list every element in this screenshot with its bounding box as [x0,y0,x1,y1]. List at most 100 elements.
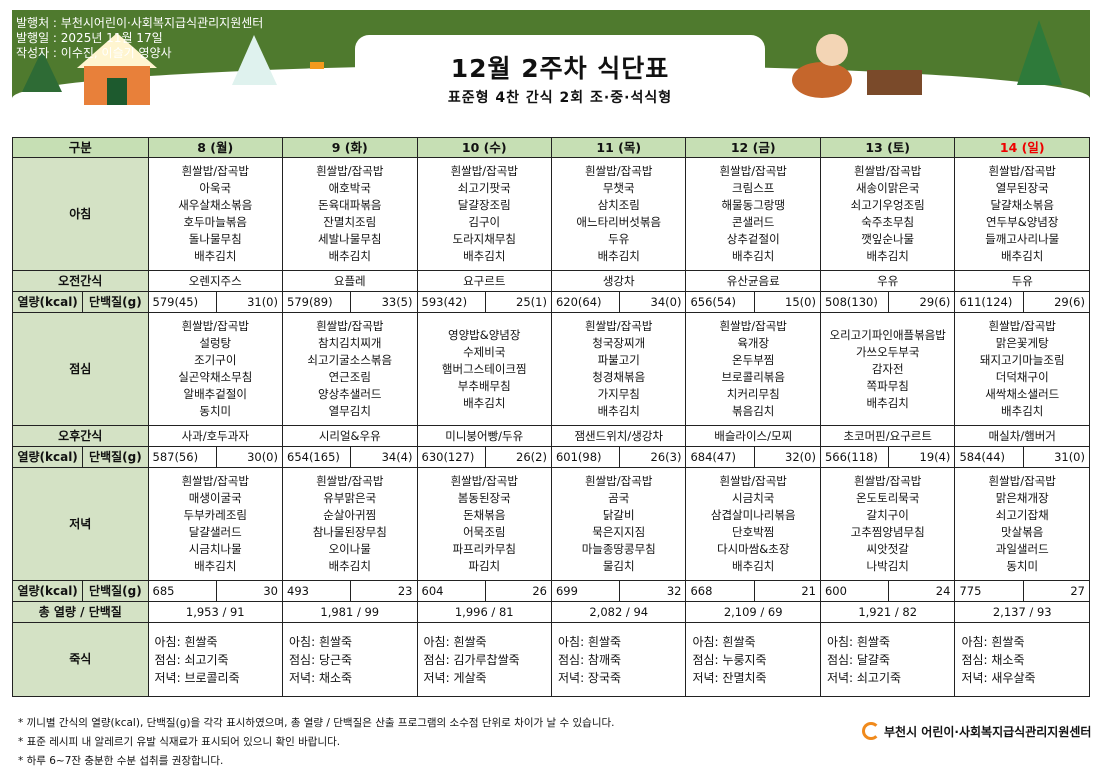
total-value: 2,082 / 94 [550,601,687,623]
lunch-row: 점심 흰쌀밥/잡곡밥 설렁탕 조기구이 실곤약채소무침 알배추겉절이 동치미 흰쌀밥… [12,312,1090,426]
pm-snack-value: 배슬라이스/모찌 [685,425,821,447]
lunch-menu: 오리고기파인애플볶음밥 가쓰오두부국 감자전 쪽파무침 배추김치 [819,312,956,426]
kcal-value: 654(165) [281,446,352,468]
am-snack-value: 오렌지주스 [147,270,283,292]
dinner-row: 저녁 흰쌀밥/잡곡밥 매생이굴국 두부카레조림 달걀샐러드 시금치나물 배추김치 흰… [12,467,1090,581]
breakfast-menu: 흰쌀밥/잡곡밥 크림스프 해물동그랑땡 콘샐러드 상추겉절이 배추김치 [685,157,821,271]
protein-value: 34(4) [350,446,418,468]
dinner-label: 저녁 [12,467,149,581]
pm-snack-value: 사과/호두과자 [147,425,283,447]
total-row: 총 열량 / 단백질 1,953 / 91 1,981 / 99 1,996 / 81… [12,601,1090,623]
am-snack-value: 생강차 [550,270,687,292]
header-row: 구분 8 (월) 9 (화) 10 (수) 11 (목) 12 (금) 13 (토) 14 (… [12,137,1090,158]
protein-value: 30 [215,580,284,602]
lunch-menu: 흰쌀밥/잡곡밥 설렁탕 조기구이 실곤약채소무침 알배추겉절이 동치미 [147,312,283,426]
day-header: 13 (토) [819,137,956,158]
protein-value: 29(6) [1022,291,1091,313]
page-subtitle: 표준형 4찬 간식 2회 조·중·석식형 [447,90,673,105]
publisher: 발행처 : 부천시어린이·사회복지급식관리지원센터 [16,16,264,30]
kcal-label: 열량(kcal) [11,291,84,313]
day-header: 12 (금) [685,137,821,158]
kcal-value: 587(56) [147,446,217,468]
breakfast-menu: 흰쌀밥/잡곡밥 새송이맑은국 쇠고기우엉조림 숙주초무침 깻잎순나물 배추김치 [819,157,956,271]
notes: * 끼니별 간식의 열량(kcal), 단백질(g)을 각각 표시하였으며, 총… [18,714,614,771]
kcal-value: 579(45) [147,291,217,313]
publication-info: 발행처 : 부천시어린이·사회복지급식관리지원센터 발행일 : 2025년 11… [16,16,263,61]
protein-label: 단백질(g) [82,580,149,602]
lunch-menu: 영양밥&양념장 수제비국 햄버그스테이크찜 부추배무침 배추김치 [416,312,552,426]
kcal-value: 593(42) [416,291,486,313]
lunch-menu: 흰쌀밥/잡곡밥 맑은꽃게탕 돼지고기마늘조림 더덕채구이 새싹채소샐러드 배추김… [954,312,1090,426]
protein-value: 23 [350,580,418,602]
pm-snack-label: 오후간식 [12,425,149,447]
protein-value: 33(5) [350,291,418,313]
kcal-value: 630(127) [416,446,486,468]
am-snack-value: 우유 [819,270,956,292]
lunch-menu: 흰쌀밥/잡곡밥 참치김치찌개 쇠고기굴소스볶음 연근조림 양상추샐러드 열무김치 [282,312,418,426]
gingerbread-house-icon [77,33,157,105]
header-banner: 발행처 : 부천시어린이·사회복지급식관리지원센터 발행일 : 2025년 11… [12,10,1090,105]
meal-table: 구분 8 (월) 9 (화) 10 (수) 11 (목) 12 (금) 13 (토) 14 (… [11,137,1091,697]
total-value: 1,921 / 82 [819,601,956,623]
protein-value: 15(0) [753,291,821,313]
protein-value: 21 [753,580,821,602]
protein-label: 단백질(g) [82,291,149,313]
kcal-value: 493 [281,580,352,602]
title-box: 12월 2주차 식단표 표준형 4찬 간식 2회 조·중·석식형 [355,35,765,105]
kcal-label: 열량(kcal) [11,446,84,468]
protein-value: 31(0) [1022,446,1091,468]
juk-menu: 아침: 흰쌀죽 점심: 참깨죽 저녁: 장국죽 [550,622,687,697]
breakfast-menu: 흰쌀밥/잡곡밥 쇠고기팟국 달걀장조림 김구이 도라지채무침 배추김치 [416,157,552,271]
breakfast-label: 아침 [12,157,149,271]
am-snack-value: 요구르트 [416,270,552,292]
dinner-menu: 흰쌀밥/잡곡밥 유부맑은국 순살아귀찜 참나물된장무침 오이나물 배추김치 [282,467,418,581]
pm-snack-value: 매실차/햄버거 [954,425,1090,447]
juk-menu: 아침: 흰쌀죽 점심: 김가루찹쌀죽 저녁: 게살죽 [416,622,552,697]
breakfast-menu: 흰쌀밥/잡곡밥 애호박국 돈육대파볶음 잔멸치조림 세발나물무침 배추김치 [282,157,418,271]
pm-snack-value: 시리얼&우유 [282,425,418,447]
am-snack-value: 요플레 [282,270,418,292]
nutrition-row: 열량(kcal) 단백질(g) 685 30 493 23 604 26 699 32 668 21 6… [11,580,1091,602]
dinner-menu: 흰쌀밥/잡곡밥 맑은채개장 쇠고기잡채 맛살볶음 과일샐러드 동치미 [954,467,1090,581]
dinner-menu: 흰쌀밥/잡곡밥 온도토리묵국 갈치구이 고추찜양념무침 씨앗젓갈 나박김치 [819,467,956,581]
juk-menu: 아침: 흰쌀죽 점심: 채소죽 저녁: 새우살죽 [954,622,1090,697]
protein-value: 24 [888,580,956,602]
kcal-label: 열량(kcal) [11,580,84,602]
am-snack-value: 두유 [954,270,1090,292]
smile-logo-icon [862,722,880,740]
total-value: 2,137 / 93 [954,601,1090,623]
kcal-value: 579(89) [281,291,352,313]
protein-value: 34(0) [619,291,687,313]
snowman-icon [306,62,328,101]
pm-snack-value: 잼샌드위치/생강차 [550,425,687,447]
nutrition-row: 열량(kcal) 단백질(g) 587(56) 30(0) 654(165) 34(4) 6… [11,446,1091,468]
christmas-tree-icon [22,50,62,92]
lunch-label: 점심 [12,312,149,426]
protein-label: 단백질(g) [82,446,149,468]
santa-reindeer-icon [792,34,922,98]
lunch-menu: 흰쌀밥/잡곡밥 청국장찌개 파불고기 청경채볶음 가지무침 배추김치 [550,312,687,426]
pm-snack-row: 오후간식 사과/호두과자 시리얼&우유 미니붕어빵/두유 잼샌드위치/생강차 배슬라이스/… [12,425,1090,447]
protein-value: 32 [619,580,687,602]
juk-row: 죽식 아침: 흰쌀죽 점심: 쇠고기죽 저녁: 브로콜리죽 아침: 흰쌀죽 점심: … [12,622,1090,697]
total-value: 1,981 / 99 [282,601,418,623]
dinner-menu: 흰쌀밥/잡곡밥 시금치국 삼겹살미나리볶음 단호박찜 다시마쌈&초장 배추김치 [685,467,821,581]
day-header: 10 (수) [416,137,552,158]
day-header: 14 (일) [954,137,1090,158]
logo-text: 부천시 어린이·사회복지급식관리지원센터 [884,724,1092,739]
snowy-tree-icon [232,35,277,85]
total-value: 1,996 / 81 [416,601,552,623]
juk-menu: 아침: 흰쌀죽 점심: 달걀죽 저녁: 쇠고기죽 [819,622,956,697]
kcal-value: 668 [685,580,755,602]
total-value: 1,953 / 91 [147,601,283,623]
total-label: 총 열량 / 단백질 [12,601,149,623]
protein-value: 26(3) [619,446,687,468]
pm-snack-value: 초코머핀/요구르트 [819,425,956,447]
juk-menu: 아침: 흰쌀죽 점심: 쇠고기죽 저녁: 브로콜리죽 [147,622,283,697]
pm-snack-value: 미니붕어빵/두유 [416,425,552,447]
center-logo: 부천시 어린이·사회복지급식관리지원센터 [862,722,1091,740]
total-value: 2,109 / 69 [685,601,821,623]
note: * 끼니별 간식의 열량(kcal), 단백질(g)을 각각 표시하였으며, 총… [18,717,615,729]
protein-value: 32(0) [753,446,821,468]
breakfast-menu: 흰쌀밥/잡곡밥 아욱국 새우살채소볶음 호두마늘볶음 돌나물무침 배추김치 [147,157,283,271]
